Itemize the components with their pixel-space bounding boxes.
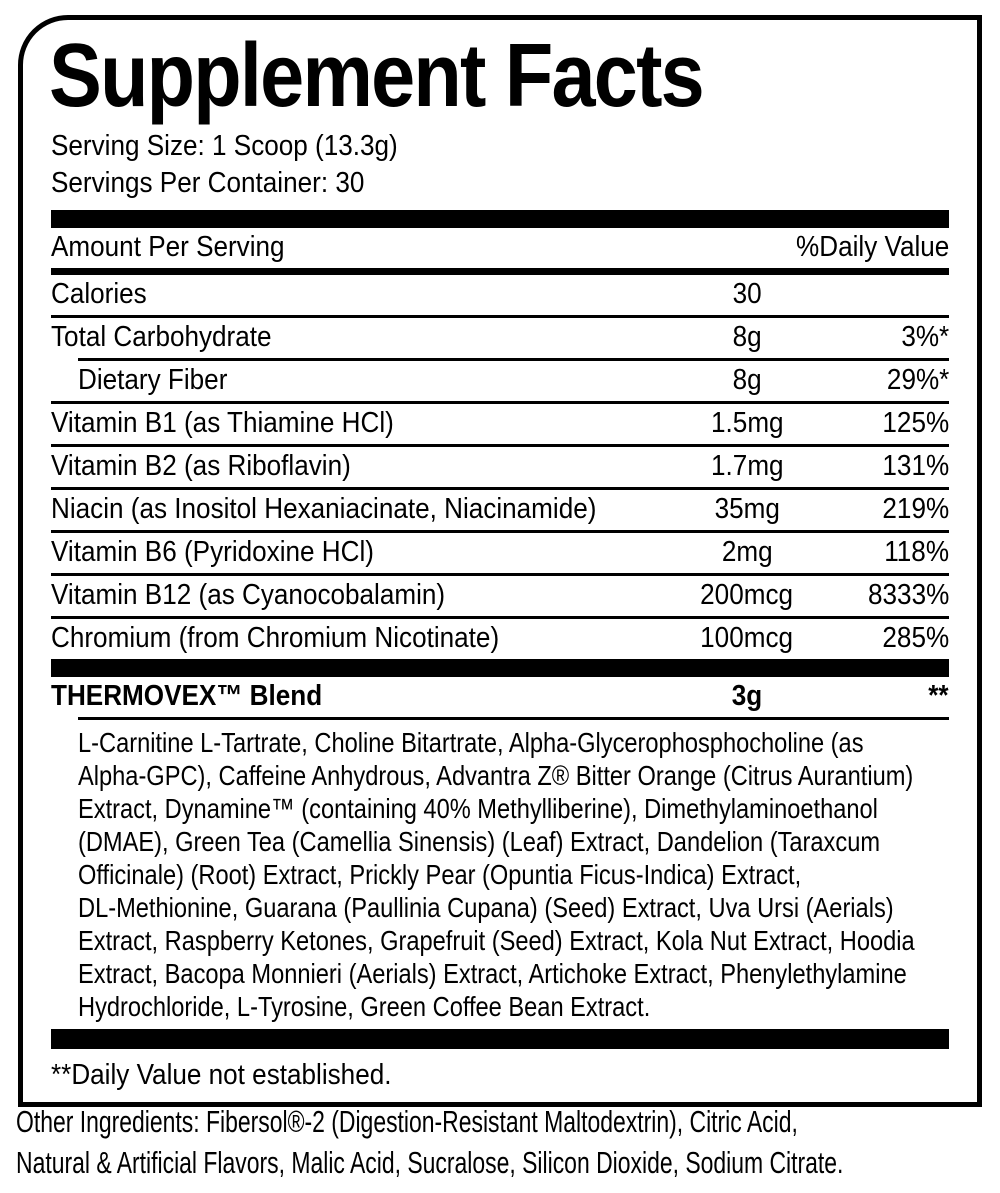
row-divider-indented [78, 716, 949, 720]
nutrient-name: Dietary Fiber [78, 364, 228, 397]
nutrient-name: Vitamin B6 (Pyridoxine HCl) [51, 536, 374, 569]
nutrient-name: Vitamin B1 (as Thiamine HCl) [51, 407, 394, 440]
row-divider [51, 314, 949, 318]
divider-bar-blend [51, 658, 949, 677]
table-row-vitamin-b1: Vitamin B1 (as Thiamine HCl) 1.5mg 125% [51, 404, 949, 444]
row-divider [51, 443, 949, 447]
other-ingredients-line: Natural & Artificial Flavors, Malic Acid… [16, 1145, 844, 1180]
nutrient-amount: 1.7mg [710, 450, 784, 483]
blend-ingredients-line: Extract, Bacopa Monnieri (Aerials) Extra… [78, 957, 907, 989]
nutrient-dv: 3%* [901, 321, 949, 354]
servings-per-container: Servings Per Container: 30 [51, 166, 365, 199]
nutrient-dv: 285% [882, 622, 949, 655]
nutrient-dv: 29%* [886, 364, 949, 397]
row-divider [51, 400, 949, 404]
daily-value-header: %Daily Value [795, 231, 949, 264]
supplement-facts-panel: Supplement Facts Serving Size: 1 Scoop (… [18, 15, 982, 1107]
table-row-total-carbohydrate: Total Carbohydrate 8g 3%* [51, 318, 949, 358]
page-title: Supplement Facts [49, 26, 949, 126]
blend-ingredients-line: L-Carnitine L-Tartrate, Choline Bitartra… [78, 726, 864, 758]
blend-ingredients-line: Extract, Raspberry Ketones, Grapefruit (… [78, 924, 915, 956]
nutrient-dv: 131% [882, 450, 949, 483]
row-divider [51, 572, 949, 576]
table-row-thermovex-blend: THERMOVEX™ Blend 3g ** [51, 677, 949, 717]
divider-bar-top [51, 209, 949, 228]
row-divider [51, 615, 949, 619]
table-row-vitamin-b12: Vitamin B12 (as Cyanocobalamin) 200mcg 8… [51, 576, 949, 616]
blend-ingredients-line: Hydrochloride, L-Tyrosine, Green Coffee … [78, 990, 651, 1022]
table-row-niacin: Niacin (as Inositol Hexaniacinate, Niaci… [51, 490, 949, 530]
nutrient-amount: 8g [732, 321, 762, 354]
table-row-vitamin-b2: Vitamin B2 (as Riboflavin) 1.7mg 131% [51, 447, 949, 487]
blend-amount: 3g [731, 680, 763, 713]
title-text: Supplement Facts [49, 26, 705, 126]
table-row-chromium: Chromium (from Chromium Nicotinate) 100m… [51, 619, 949, 659]
nutrient-amount: 35mg [714, 493, 780, 526]
header-underline [51, 267, 949, 275]
nutrient-name: Total Carbohydrate [51, 321, 272, 354]
nutrient-name: Chromium (from Chromium Nicotinate) [51, 622, 500, 655]
blend-dv: ** [928, 680, 949, 713]
other-ingredients-line: Other Ingredients: Fibersol®-2 (Digestio… [16, 1104, 798, 1139]
nutrient-name: Calories [51, 278, 147, 311]
nutrient-dv: 8333% [867, 579, 949, 612]
other-ingredients: Other Ingredients: Fibersol®-2 (Digestio… [16, 1101, 1000, 1183]
nutrient-amount: 1.5mg [710, 407, 784, 440]
table-row-vitamin-b6: Vitamin B6 (Pyridoxine HCl) 2mg 118% [51, 533, 949, 573]
blend-ingredients: L-Carnitine L-Tartrate, Choline Bitartra… [51, 720, 949, 1029]
row-divider-indented [78, 357, 949, 361]
row-divider [51, 486, 949, 490]
nutrient-amount: 8g [732, 364, 762, 397]
serving-size: Serving Size: 1 Scoop (13.3g) [51, 129, 398, 162]
table-row-calories: Calories 30 [51, 275, 949, 315]
blend-ingredients-line: Extract, Dynamine™ (containing 40% Methy… [78, 792, 878, 824]
nutrient-name: Vitamin B12 (as Cyanocobalamin) [51, 579, 446, 612]
nutrient-amount: 2mg [721, 536, 773, 569]
amount-per-serving-header: Amount Per Serving [51, 231, 285, 264]
blend-name: THERMOVEX™ Blend [51, 680, 323, 713]
nutrient-dv: 219% [882, 493, 949, 526]
divider-bar-footnote [51, 1028, 949, 1049]
nutrient-dv: 118% [884, 536, 949, 569]
blend-ingredients-line: (DMAE), Green Tea (Camellia Sinensis) (L… [78, 825, 881, 857]
nutrient-amount: 30 [732, 278, 762, 311]
nutrient-amount: 200mcg [700, 579, 794, 612]
nutrient-name: Vitamin B2 (as Riboflavin) [51, 450, 351, 483]
nutrient-dv: 125% [882, 407, 949, 440]
row-divider [51, 529, 949, 533]
blend-ingredients-line: Officinale) (Root) Extract, Prickly Pear… [78, 858, 802, 890]
table-header: Amount Per Serving %Daily Value [51, 228, 949, 268]
daily-value-footnote: **Daily Value not established. [51, 1058, 392, 1091]
table-row-dietary-fiber: Dietary Fiber 8g 29%* [51, 361, 949, 401]
nutrient-name: Niacin (as Inositol Hexaniacinate, Niaci… [51, 493, 597, 526]
nutrient-amount: 100mcg [700, 622, 794, 655]
blend-ingredients-line: Alpha-GPC), Caffeine Anhydrous, Advantra… [78, 759, 914, 791]
blend-ingredients-line: DL-Methionine, Guarana (Paullinia Cupana… [78, 891, 894, 923]
